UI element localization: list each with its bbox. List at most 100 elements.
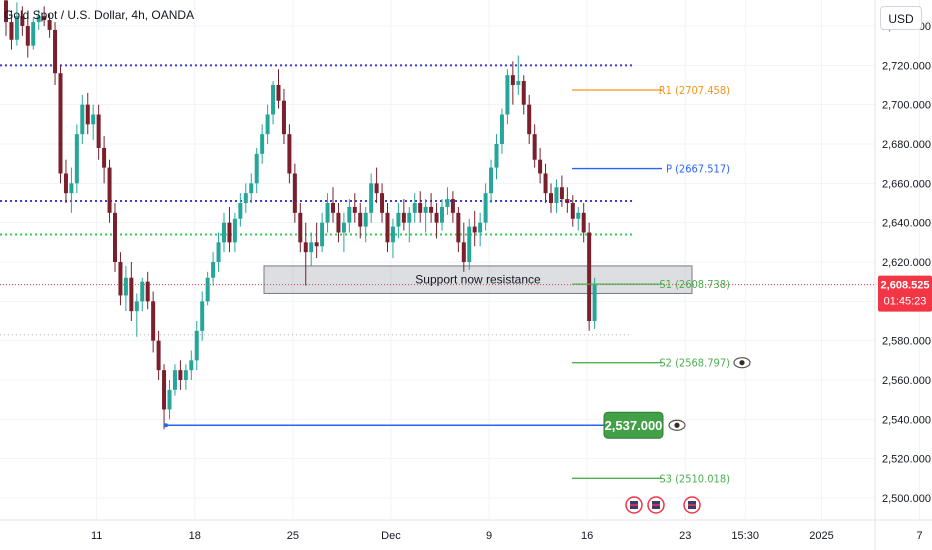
grid bbox=[0, 0, 921, 520]
candle-body bbox=[347, 206, 352, 223]
price-countdown-label: 01:45:23 bbox=[884, 296, 927, 308]
candle-body bbox=[91, 114, 96, 125]
candle-body bbox=[532, 134, 537, 160]
currency-selector[interactable]: USD bbox=[880, 6, 922, 30]
pivot-label: S1 (2608.738) bbox=[659, 278, 730, 291]
candle-body bbox=[211, 262, 216, 278]
candle-body bbox=[172, 370, 177, 390]
candle-body bbox=[42, 16, 47, 21]
pivot-lines: R2 (2768.237)R1 (2707.458)P (2667.517)S1… bbox=[572, 84, 730, 485]
candle-body bbox=[472, 226, 477, 233]
x-tick-label: 2025 bbox=[809, 530, 833, 542]
candle-body bbox=[418, 203, 423, 213]
candle-body bbox=[200, 301, 205, 331]
candle-body bbox=[123, 277, 128, 296]
candle-body bbox=[194, 330, 199, 361]
candle-body bbox=[401, 212, 406, 223]
candle-body bbox=[243, 193, 248, 203]
candle-body bbox=[85, 104, 90, 125]
target-line: 2,537.000 bbox=[164, 357, 751, 439]
candle-body bbox=[412, 203, 417, 213]
candle-body bbox=[20, 16, 25, 26]
candle-body bbox=[396, 212, 401, 227]
candle-body bbox=[260, 134, 265, 154]
candle-body bbox=[478, 222, 483, 233]
candle-body bbox=[216, 242, 221, 262]
candle-body bbox=[53, 29, 58, 74]
y-tick-label: 2,520.000 bbox=[882, 454, 931, 466]
y-tick-label: 2,720.000 bbox=[882, 60, 931, 72]
candle-body bbox=[576, 212, 581, 219]
candle-body bbox=[445, 199, 450, 207]
candle-body bbox=[47, 20, 52, 30]
candle-body bbox=[118, 262, 123, 296]
candle-body bbox=[440, 206, 444, 223]
candle-body bbox=[254, 153, 259, 184]
candle-body bbox=[276, 85, 281, 101]
candle-body bbox=[107, 167, 112, 213]
candle-body bbox=[565, 199, 570, 203]
candle-body bbox=[380, 193, 385, 213]
candle-body bbox=[134, 301, 139, 312]
candle-body bbox=[31, 22, 36, 46]
y-tick-label: 2,700.000 bbox=[882, 100, 931, 112]
candle-body bbox=[281, 100, 286, 135]
current-price-label: 2,608.525 bbox=[881, 280, 930, 292]
candle-body bbox=[554, 187, 559, 203]
x-tick-label: 25 bbox=[287, 530, 299, 542]
candle-body bbox=[189, 360, 194, 371]
candle-body bbox=[559, 187, 564, 200]
x-tick-label: 18 bbox=[189, 530, 201, 542]
candle-body bbox=[505, 75, 510, 115]
candle-body bbox=[265, 114, 270, 135]
candle-body bbox=[129, 277, 134, 312]
y-tick-label: 2,680.000 bbox=[882, 139, 931, 151]
candle-body bbox=[341, 222, 346, 233]
y-tick-label: 2,660.000 bbox=[882, 178, 931, 190]
candle-body bbox=[489, 167, 494, 194]
candle-body bbox=[429, 206, 434, 213]
candle-body bbox=[96, 114, 101, 148]
candle-body bbox=[363, 212, 368, 227]
candle-body bbox=[543, 173, 548, 194]
candle-body bbox=[167, 389, 172, 410]
current-price-tag: 2,608.525 01:45:23 bbox=[878, 275, 932, 312]
candle-body bbox=[358, 212, 363, 227]
candle-body bbox=[499, 114, 504, 144]
candle-body bbox=[581, 212, 586, 233]
candle-body bbox=[151, 301, 156, 341]
candles bbox=[4, 0, 597, 430]
candle-body bbox=[516, 81, 521, 85]
candle-body bbox=[58, 73, 63, 174]
y-tick-label: 2,620.000 bbox=[882, 257, 931, 269]
candle-body bbox=[309, 242, 314, 253]
candle-body bbox=[298, 212, 303, 243]
candle-body bbox=[325, 203, 330, 223]
support-zone: Support now resistance bbox=[263, 265, 693, 294]
support-zone-label: Support now resistance bbox=[415, 273, 541, 287]
pivot-label: R1 (2707.458) bbox=[659, 84, 730, 97]
candle-body bbox=[113, 212, 117, 262]
horizontal-levels bbox=[0, 64, 875, 336]
candle-body bbox=[336, 212, 341, 233]
candle-body bbox=[423, 206, 428, 213]
candle-body bbox=[227, 222, 232, 243]
candle-body bbox=[287, 134, 292, 174]
x-tick-label: 15:30 bbox=[731, 530, 759, 542]
x-tick-label: Dec bbox=[381, 530, 401, 542]
candle-body bbox=[450, 199, 455, 213]
candle-body bbox=[178, 370, 183, 380]
candle-body bbox=[483, 193, 488, 223]
candle-body bbox=[162, 370, 167, 410]
candle-body bbox=[271, 85, 276, 115]
target-price-label: 2,537.000 bbox=[605, 418, 663, 433]
candle-body bbox=[510, 75, 515, 85]
candle-body bbox=[549, 193, 553, 203]
candle-body bbox=[385, 212, 390, 243]
candle-body bbox=[494, 144, 499, 168]
x-tick-label: 23 bbox=[679, 530, 691, 542]
candle-body bbox=[314, 242, 319, 247]
candle-body bbox=[587, 232, 592, 321]
candle-body bbox=[74, 134, 79, 184]
